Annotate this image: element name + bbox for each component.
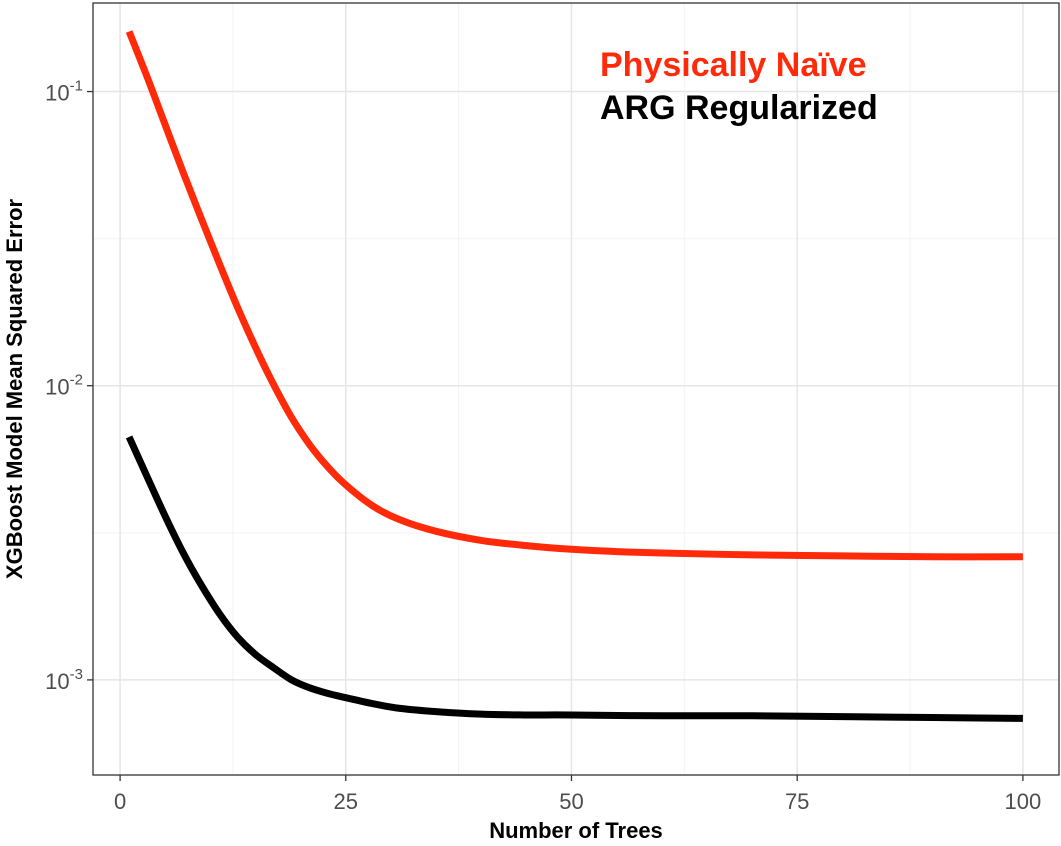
x-axis-title: Number of Trees bbox=[489, 818, 663, 841]
y-tick-label: 10-1 bbox=[45, 78, 83, 106]
panel-border bbox=[92, 2, 1060, 776]
x-axis-ticks: 0 25 50 75 100 bbox=[114, 775, 1041, 814]
x-tick-label: 0 bbox=[114, 789, 126, 814]
legend-label-physically-naive: Physically Naïve bbox=[600, 46, 867, 84]
y-tick-label: 10-2 bbox=[45, 372, 83, 400]
x-tick-label: 100 bbox=[1005, 789, 1042, 814]
series-line-physically-na-ve bbox=[125, 30, 1023, 561]
y-axis-ticks: 10-1 10-2 10-3 bbox=[45, 78, 93, 694]
x-tick-label: 75 bbox=[785, 789, 809, 814]
y-axis-title: XGBoost Model Mean Squared Error bbox=[2, 198, 27, 579]
y-tick-label: 10-3 bbox=[45, 666, 83, 694]
x-tick-label: 50 bbox=[559, 789, 583, 814]
series-line-arg-regularized bbox=[125, 435, 1023, 722]
legend-label-arg-regularized: ARG Regularized bbox=[600, 89, 878, 127]
series-layer bbox=[125, 30, 1023, 722]
legend: Physically Naïve ARG Regularized bbox=[600, 46, 878, 127]
grid bbox=[93, 3, 1059, 775]
x-tick-label: 25 bbox=[334, 789, 358, 814]
